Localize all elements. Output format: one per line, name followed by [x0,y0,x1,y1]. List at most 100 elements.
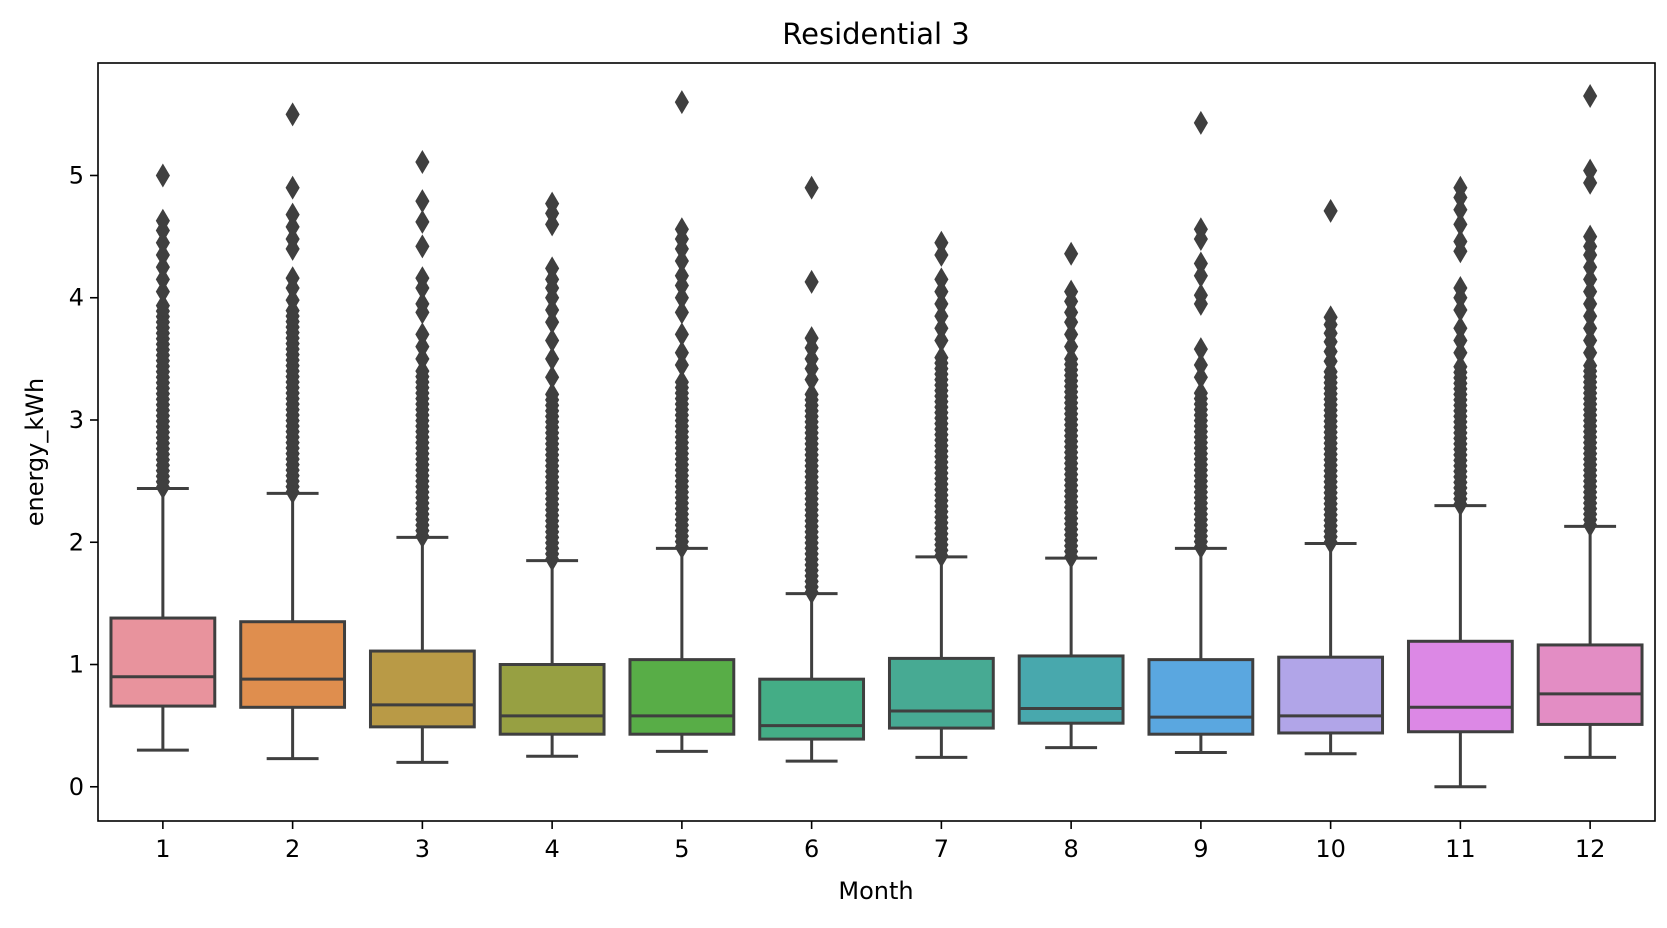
outlier-point [155,208,170,233]
x-axis-label: Month [838,877,913,905]
outlier-point [804,269,819,294]
x-tick-label: 1 [155,835,170,863]
outlier-point [804,175,819,200]
outlier-point [804,382,819,407]
outlier-point [674,322,689,347]
outlier-point [155,267,170,292]
outlier-point [545,365,560,390]
box-month-11 [1406,175,1514,789]
y-tick-label: 3 [69,406,84,434]
iqr-box [1406,639,1514,734]
outlier-point [155,230,170,255]
outlier-point [1193,283,1208,308]
outlier-point [1453,340,1468,365]
outlier-point [1583,267,1598,292]
outlier-point [415,266,430,291]
outlier-point [545,328,560,353]
x-tick-label: 3 [415,835,430,863]
chart-title: Residential 3 [782,17,969,51]
y-axis-label: energy_kWh [21,378,49,526]
x-tick-label: 8 [1063,835,1078,863]
outlier-point [415,189,430,214]
box-month-8 [1017,241,1125,750]
outlier-point [545,346,560,371]
outlier-point [1193,217,1208,242]
outlier-point [545,310,560,335]
box-month-7 [887,230,995,759]
outlier-point [1453,354,1468,379]
outlier-point [1453,175,1468,200]
outlier-point [415,359,430,384]
outlier-point [674,249,689,274]
iqr-box [368,649,476,729]
x-tick-label: 5 [674,835,689,863]
outlier-point [1583,84,1598,108]
x-tick-label: 4 [544,835,559,863]
outlier-point [934,316,949,341]
outlier-point [1583,304,1598,329]
outlier-point [155,242,170,267]
outlier-point [934,242,949,267]
outlier-point [1064,322,1079,347]
x-tick-label: 9 [1193,835,1208,863]
outlier-point [674,352,689,377]
outlier-point [545,382,560,407]
outlier-point [1064,334,1079,359]
x-tick-label: 10 [1315,835,1346,863]
iqr-box [1536,643,1644,726]
outlier-point [545,191,560,216]
outlier-point [934,328,949,353]
iqr-box [1017,654,1125,725]
outlier-point [285,102,300,127]
outlier-point [1193,251,1208,276]
outlier-point [1064,346,1079,371]
outlier-point [1193,263,1208,288]
iqr-box [1147,658,1255,736]
outlier-point [1323,305,1338,330]
outlier-point [674,217,689,242]
outlier-point [415,346,430,371]
outlier-point [285,266,300,291]
outlier-point [415,150,430,175]
outlier-point [1453,297,1468,322]
outlier-point [1193,337,1208,362]
box-month-2 [239,102,347,761]
outlier-point [1583,316,1598,341]
box-month-6 [758,175,866,763]
x-tick-label: 7 [934,835,949,863]
outlier-point [545,256,560,281]
outlier-point [285,202,300,227]
outlier-point [415,322,430,347]
y-tick-label: 0 [69,773,84,801]
box-month-12 [1536,84,1644,759]
outlier-point [285,175,300,200]
outlier-point [1323,198,1338,223]
outlier-point [1453,229,1468,254]
outlier-point [415,334,430,359]
iqr-box [109,616,217,708]
outlier-point [1583,328,1598,353]
box-month-10 [1277,198,1385,756]
outlier-point [1583,224,1598,249]
iqr-box [239,620,347,709]
outlier-point [1064,279,1079,304]
outlier-point [804,326,819,351]
outlier-point [934,267,949,292]
box-month-5 [628,90,736,753]
outlier-point [1583,340,1598,365]
box-month-9 [1147,110,1255,755]
outlier-point [415,234,430,259]
x-tick-label: 6 [804,835,819,863]
outlier-point [674,90,689,115]
box-month-3 [368,150,476,764]
plot-frame [97,62,1656,822]
y-tick-label: 4 [69,284,84,312]
outlier-point [285,227,300,252]
outlier-point [1193,381,1208,406]
y-tick-label: 5 [69,161,84,189]
iqr-box [887,656,995,730]
y-tick-label: 1 [69,651,84,679]
